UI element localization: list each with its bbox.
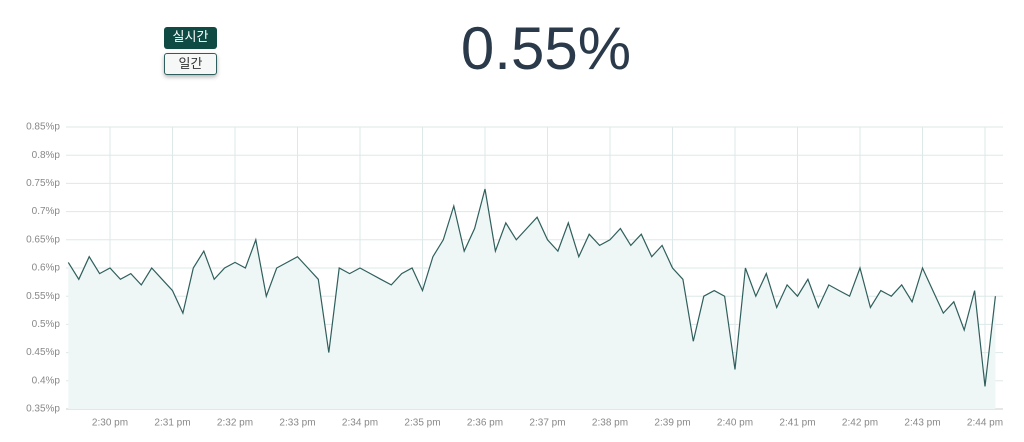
y-tick-label: 0.35%p xyxy=(26,404,60,415)
x-tick-label: 2:32 pm xyxy=(217,418,253,429)
x-tick-label: 2:42 pm xyxy=(842,418,878,429)
x-tick-label: 2:38 pm xyxy=(592,418,628,429)
current-value: 0.55% xyxy=(460,15,632,82)
y-tick-label: 0.45%p xyxy=(26,347,60,358)
y-tick-label: 0.55%p xyxy=(26,291,60,302)
x-tick-label: 2:43 pm xyxy=(904,418,940,429)
y-tick-label: 0.7%p xyxy=(32,206,61,217)
x-tick-label: 2:34 pm xyxy=(342,418,378,429)
y-tick-label: 0.85%p xyxy=(26,122,60,133)
x-tick-label: 2:36 pm xyxy=(467,418,503,429)
x-tick-label: 2:31 pm xyxy=(154,418,190,429)
y-tick-label: 0.4%p xyxy=(32,375,61,386)
y-tick-label: 0.6%p xyxy=(32,263,61,274)
x-tick-label: 2:44 pm xyxy=(967,418,1003,429)
x-tick-label: 2:40 pm xyxy=(717,418,753,429)
y-tick-label: 0.5%p xyxy=(32,319,61,330)
x-tick-label: 2:33 pm xyxy=(279,418,315,429)
x-tick-label: 2:37 pm xyxy=(529,418,565,429)
realtime-button[interactable]: 실시간 xyxy=(164,27,217,49)
area xyxy=(68,189,996,409)
x-tick-label: 2:35 pm xyxy=(404,418,440,429)
x-tick-label: 2:30 pm xyxy=(92,418,128,429)
x-tick-label: 2:41 pm xyxy=(779,418,815,429)
x-tick-label: 2:39 pm xyxy=(654,418,690,429)
line xyxy=(67,188,996,387)
daily-button[interactable]: 일간 xyxy=(164,53,217,75)
y-tick-label: 0.75%p xyxy=(26,178,60,189)
y-tick-label: 0.65%p xyxy=(26,234,60,245)
y-tick-label: 0.8%p xyxy=(32,150,61,161)
